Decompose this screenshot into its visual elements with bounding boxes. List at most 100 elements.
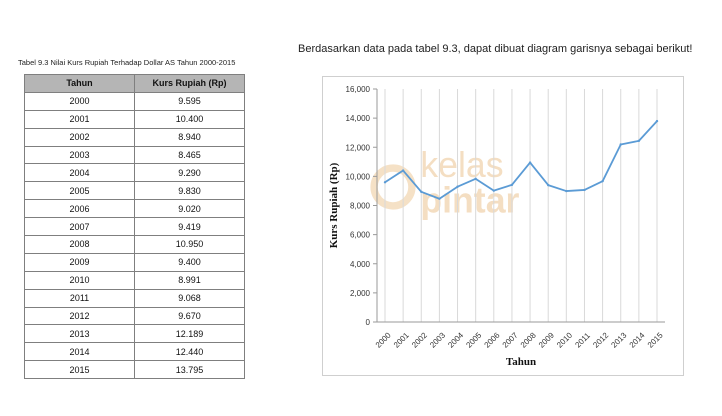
table-panel: Tabel 9.3 Nilai Kurs Rupiah Terhadap Dol… — [0, 0, 280, 416]
watermark-text: kelas — [420, 145, 503, 185]
cell-tahun: 2013 — [24, 324, 135, 344]
table-row: 2015 13.795 — [24, 360, 245, 380]
table-row: 2006 9.020 — [24, 199, 245, 219]
x-tick-label: 2005 — [464, 330, 483, 349]
table-row: 2002 8.940 — [24, 127, 245, 147]
intro-text: Berdasarkan data pada tabel 9.3, dapat d… — [298, 43, 693, 55]
table-row: 2000 9.595 — [24, 91, 245, 111]
table-row: 2008 10.950 — [24, 235, 245, 254]
data-point — [565, 189, 568, 193]
x-tick-label: 2001 — [392, 330, 411, 349]
data-point — [655, 119, 659, 123]
y-tick-label: 10,000 — [346, 172, 371, 181]
cell-kurs: 9.419 — [134, 217, 245, 237]
cell-tahun: 2005 — [24, 181, 135, 201]
y-tick-label: 2,000 — [350, 289, 371, 298]
cell-tahun: 2009 — [24, 252, 135, 272]
x-tick-label: 2006 — [483, 330, 502, 349]
data-point — [528, 161, 532, 164]
table-row: 2004 9.290 — [24, 163, 245, 183]
cell-kurs: 8.465 — [134, 145, 245, 165]
x-tick-label: 2011 — [573, 331, 592, 350]
x-tick-label: 2002 — [410, 330, 429, 349]
cell-tahun: 2006 — [24, 199, 135, 219]
watermark-logo-icon — [370, 164, 416, 210]
data-table: Tahun Kurs Rupiah (Rp) 2000 9.595 2001 10.4… — [24, 74, 245, 380]
y-tick-label: 16,000 — [346, 85, 371, 94]
cell-tahun: 2004 — [24, 163, 135, 183]
cell-tahun: 2008 — [24, 235, 135, 254]
cell-kurs: 9.400 — [134, 252, 245, 272]
cell-kurs: 12.440 — [134, 342, 245, 362]
x-tick-label: 2000 — [374, 330, 393, 349]
cell-kurs: 9.830 — [134, 181, 245, 201]
y-tick-label: 14,000 — [346, 114, 371, 123]
data-point — [420, 190, 423, 194]
cell-tahun: 2002 — [24, 127, 135, 147]
table-row: 2014 12.440 — [24, 342, 245, 362]
cell-kurs: 13.795 — [134, 360, 245, 380]
cell-kurs: 8.991 — [134, 270, 245, 290]
x-tick-label: 2014 — [628, 330, 647, 349]
series-line — [384, 120, 658, 200]
table-row: 2011 9.068 — [24, 288, 245, 308]
cell-kurs: 9.670 — [134, 306, 245, 326]
cell-kurs: 8.940 — [134, 127, 245, 147]
data-point — [492, 189, 495, 192]
cell-kurs: 9.020 — [134, 199, 245, 219]
x-tick-label: 2007 — [501, 330, 520, 349]
cell-tahun: 2007 — [24, 217, 135, 237]
data-point — [619, 143, 622, 146]
data-point — [456, 185, 459, 188]
data-point — [438, 197, 441, 200]
x-tick-label: 2012 — [591, 330, 610, 349]
cell-kurs: 9.290 — [134, 163, 245, 183]
table-row: 2007 9.419 — [24, 217, 245, 237]
x-tick-label: 2009 — [537, 330, 556, 349]
table-row: 2003 8.465 — [24, 145, 245, 165]
y-tick-label: 0 — [366, 318, 371, 327]
y-tick-label: 8,000 — [350, 202, 371, 211]
y-tick-label: 6,000 — [350, 231, 371, 240]
cell-tahun: 2014 — [24, 342, 135, 362]
cell-tahun: 2015 — [24, 360, 135, 380]
cell-tahun: 2010 — [24, 270, 135, 290]
line-chart: kelaspintar02,0004,0006,0008,00010,00012… — [328, 85, 665, 368]
x-tick-label: 2004 — [446, 330, 465, 349]
table-row: 2009 9.400 — [24, 252, 245, 272]
cell-kurs: 10.950 — [134, 235, 245, 254]
data-point — [547, 183, 550, 187]
y-tick-label: 12,000 — [346, 143, 371, 152]
cell-tahun: 2011 — [24, 288, 135, 308]
table-row: 2012 9.670 — [24, 306, 245, 326]
cell-kurs: 9.595 — [134, 91, 245, 111]
x-tick-label: 2010 — [555, 330, 574, 349]
data-point — [401, 169, 405, 172]
y-tick-label: 4,000 — [350, 260, 371, 269]
data-point — [601, 179, 604, 183]
data-point — [383, 181, 387, 184]
table-row: 2010 8.991 — [24, 270, 245, 290]
table-row: 2005 9.830 — [24, 181, 245, 201]
table-body: 2000 9.595 2001 10.400 2002 8.940 2003 8.465 200… — [24, 91, 245, 380]
chart-panel: Berdasarkan data pada tabel 9.3, dapat d… — [288, 0, 722, 416]
y-axis-label: Kurs Rupiah (Rp) — [328, 162, 340, 248]
table-title: Tabel 9.3 Nilai Kurs Rupiah Terhadap Dol… — [18, 58, 236, 67]
x-tick-label: 2015 — [646, 330, 665, 349]
cell-kurs: 12.189 — [134, 324, 245, 344]
header-kurs: Kurs Rupiah (Rp) — [134, 74, 245, 93]
cell-tahun: 2001 — [24, 109, 135, 129]
cell-tahun: 2000 — [24, 91, 135, 111]
table-row: 2001 10.400 — [24, 109, 245, 129]
table-row: 2013 12.189 — [24, 324, 245, 344]
data-point — [510, 183, 514, 187]
header-tahun: Tahun — [24, 74, 135, 93]
cell-tahun: 2003 — [24, 145, 135, 165]
x-tick-label: 2013 — [609, 330, 628, 349]
x-axis-label: Tahun — [506, 356, 536, 368]
table-header-row: Tahun Kurs Rupiah (Rp) — [24, 74, 245, 93]
cell-kurs: 9.068 — [134, 288, 245, 308]
x-tick-label: 2008 — [519, 330, 538, 349]
data-point — [637, 139, 641, 143]
data-point — [583, 188, 586, 192]
